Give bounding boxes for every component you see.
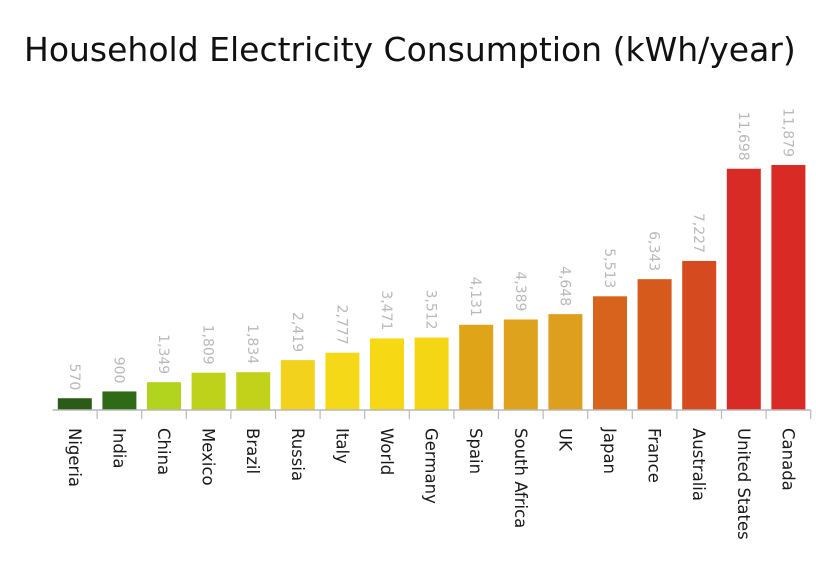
chart-title: Household Electricity Consumption (kWh/y… <box>24 30 796 69</box>
x-axis <box>52 409 812 419</box>
category-label: Canada <box>778 428 797 491</box>
value-label: 11,879 <box>779 108 795 157</box>
bar-germany <box>414 337 449 410</box>
category-label: South Africa <box>511 428 530 528</box>
bar-australia <box>682 260 717 410</box>
value-label: 3,471 <box>378 290 394 330</box>
value-label: 5,513 <box>601 248 617 288</box>
category-label: World <box>377 428 396 475</box>
category-label: Italy <box>332 428 351 464</box>
value-label: 4,648 <box>556 266 572 306</box>
category-label: Australia <box>689 428 708 501</box>
bar-france <box>637 279 672 410</box>
category-label: Japan <box>600 427 619 474</box>
bar-world <box>370 338 404 410</box>
value-label: 2,777 <box>333 305 349 345</box>
value-label: 1,834 <box>244 324 260 364</box>
bar-united-states <box>726 168 761 410</box>
bar-canada <box>771 165 806 410</box>
bar-uk <box>548 314 583 410</box>
value-label: 7,227 <box>690 213 706 253</box>
bar-brazil <box>236 372 271 410</box>
value-label: 4,131 <box>467 277 483 317</box>
labels-layer: 570 Nigeria 900 India 1,349 China 1,809 Mexico 1… <box>65 108 798 540</box>
bar-india <box>102 391 137 410</box>
value-label: 1,349 <box>155 334 171 374</box>
category-label: Spain <box>466 428 485 474</box>
value-label: 11,698 <box>735 112 751 161</box>
category-label: China <box>154 428 173 475</box>
bar-japan <box>593 296 627 410</box>
bar-south-africa <box>503 319 538 410</box>
category-label: France <box>645 428 664 483</box>
category-label: UK <box>555 428 574 452</box>
category-label: Nigeria <box>65 428 84 487</box>
value-label: 570 <box>66 364 82 391</box>
bar-italy <box>325 352 360 410</box>
value-label: 3,512 <box>423 289 439 329</box>
bar-russia <box>280 360 315 410</box>
category-label: Brazil <box>243 428 262 474</box>
value-label: 6,343 <box>646 231 662 271</box>
category-label: Russia <box>288 428 307 481</box>
value-label: 2,419 <box>289 312 305 352</box>
category-label: United States <box>734 428 753 540</box>
bars-layer <box>57 165 806 410</box>
bar-nigeria <box>57 398 92 410</box>
value-label: 900 <box>110 357 126 384</box>
value-label: 1,809 <box>200 325 216 365</box>
value-label: 4,389 <box>512 271 528 311</box>
category-label: Germany <box>422 428 441 504</box>
bar-china <box>147 382 181 410</box>
bar-spain <box>459 324 494 410</box>
category-label: India <box>109 428 128 469</box>
category-label: Mexico <box>199 428 218 486</box>
bar-mexico <box>191 372 226 410</box>
